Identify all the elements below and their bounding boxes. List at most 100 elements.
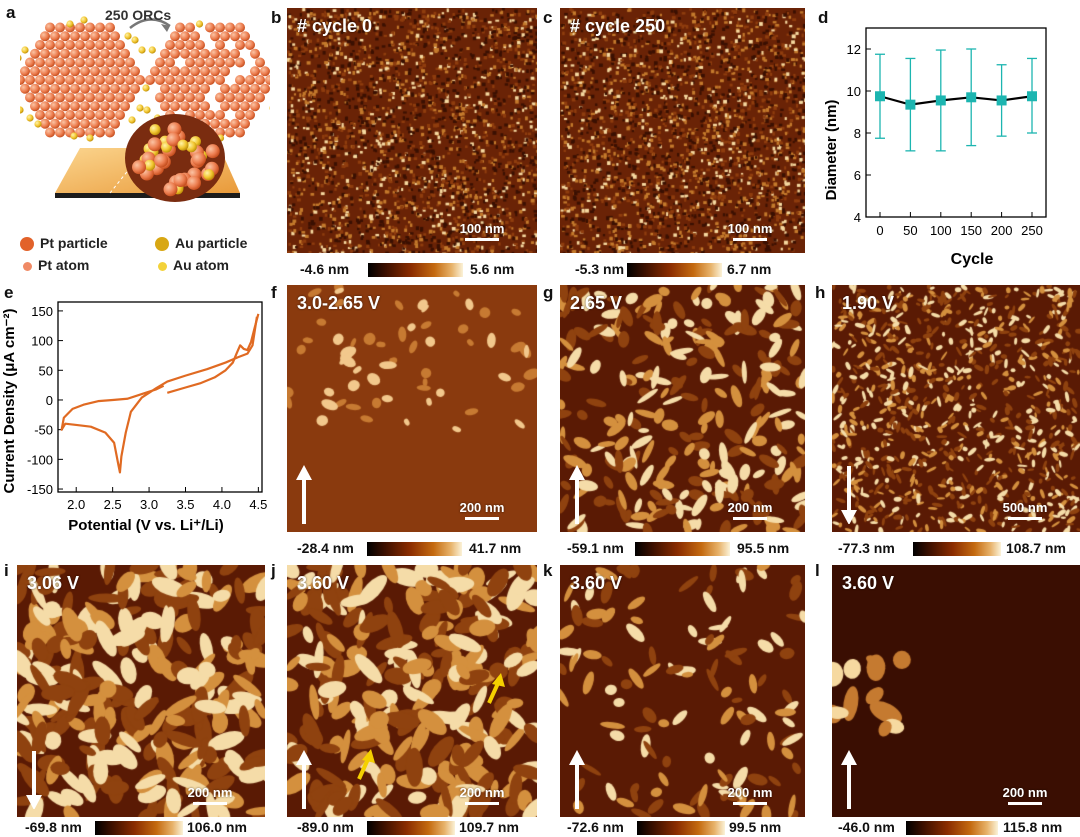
pt-atom — [160, 48, 170, 59]
pt-atom — [110, 83, 120, 94]
au-atom — [20, 106, 24, 114]
pt-atom — [245, 40, 255, 50]
afm-image-k: 3.60 V 200 nm — [560, 565, 805, 817]
scale-bar: 500 nm — [990, 500, 1060, 520]
pt-atom — [190, 31, 200, 42]
pt-atom — [195, 92, 205, 103]
pt-atom — [40, 83, 50, 94]
pt-atom — [190, 101, 200, 112]
pt-atom — [190, 83, 200, 94]
pt-atom — [220, 83, 230, 94]
pt-atom — [90, 48, 100, 59]
pt-atom — [255, 92, 265, 103]
pt-atom — [90, 31, 100, 42]
pt-atom — [45, 57, 55, 68]
afm-texture — [560, 285, 805, 532]
pt-atom — [50, 48, 60, 59]
y-tick-label: 100 — [31, 334, 53, 349]
x-tick-label: 3.5 — [176, 497, 194, 512]
au-atom — [142, 84, 150, 92]
pt-atom — [125, 57, 135, 68]
au-particle-icon — [155, 237, 169, 252]
pt-atom — [220, 101, 230, 112]
au-atom — [80, 16, 88, 24]
pt-atom — [165, 40, 175, 50]
x-tick-label: 4.0 — [213, 497, 231, 512]
pt-atom — [85, 40, 95, 50]
pt-atom — [105, 127, 115, 138]
colorbar-gradient — [368, 263, 463, 277]
pt-atom — [225, 127, 235, 138]
pt-atom — [60, 66, 70, 77]
pt-atom — [80, 101, 90, 112]
afm-image-i: 3.06 V 200 nm — [17, 565, 265, 817]
pt-atom — [170, 48, 180, 59]
pt-atom — [215, 57, 225, 68]
pt-atom — [50, 31, 60, 42]
pt-atom — [70, 83, 80, 94]
pt-atom — [190, 48, 200, 59]
pt-atom — [260, 83, 270, 94]
y-tick-label: 50 — [39, 363, 53, 378]
pt-atom — [60, 101, 70, 112]
pt-atom — [185, 75, 195, 85]
pt-atom — [240, 83, 250, 94]
pt-atom — [35, 40, 45, 50]
pt-atom — [80, 118, 90, 129]
au-atom — [131, 36, 139, 44]
colorbar-gradient — [367, 821, 455, 835]
pt-atom — [120, 66, 130, 77]
colorbar-b: -4.6 nm 5.6 nm — [300, 261, 540, 278]
pt-atom — [55, 110, 65, 120]
cv-curve — [166, 313, 260, 394]
panel-a-schematic: 250 ORCs — [20, 8, 270, 202]
pt-atom — [45, 22, 55, 33]
pt-atom — [45, 127, 55, 138]
y-tick-label: 0 — [46, 393, 53, 408]
y-tick-label: -100 — [27, 452, 53, 467]
arrow-up-icon — [569, 750, 585, 809]
pt-atom — [75, 40, 85, 50]
scale-bar-line — [733, 238, 767, 241]
afm-texture — [17, 565, 265, 817]
y-axis-label: Current Density (μA cm⁻²) — [1, 309, 18, 494]
pt-atom — [215, 75, 225, 85]
colorbar-min: -59.1 nm — [567, 540, 624, 556]
legend-au-particle: Au particle — [155, 235, 247, 252]
pt-atom — [60, 48, 70, 59]
arrow-up-icon — [841, 750, 857, 809]
scale-bar: 200 nm — [447, 785, 517, 805]
x-tick-label: 200 — [991, 223, 1013, 238]
colorbar-i: -69.8 nm 106.0 nm — [25, 819, 275, 836]
pt-atom — [225, 57, 235, 68]
colorbar-max: 109.7 nm — [459, 819, 519, 835]
scale-bar-label: 100 nm — [727, 221, 773, 236]
pt-atom — [75, 22, 85, 33]
pt-atom — [210, 118, 220, 129]
pt-atom — [95, 92, 105, 103]
pt-atom — [230, 101, 240, 112]
panel-letter-i: i — [4, 561, 9, 580]
pt-atom — [230, 31, 240, 42]
scale-bar-line — [465, 802, 499, 805]
colorbar-c: -5.3 nm 6.7 nm — [575, 261, 815, 278]
pt-particle — [173, 173, 188, 188]
pt-particle — [163, 182, 178, 197]
panel-letter-c: c — [543, 8, 553, 27]
panel-letter-f: f — [271, 283, 277, 302]
pt-atom — [220, 31, 230, 42]
y-tick-label: 4 — [854, 210, 861, 225]
pt-atom — [75, 127, 85, 138]
afm-texture — [287, 8, 537, 253]
colorbar-max: 99.5 nm — [729, 819, 782, 835]
au-particle — [185, 141, 197, 153]
pt-atom — [90, 101, 100, 112]
afm-image-j: 3.60 V 200 nm — [287, 565, 537, 817]
y-tick-label: -150 — [27, 482, 53, 497]
pt-atom — [155, 75, 165, 85]
pt-atom — [20, 66, 30, 77]
colorbar-max: 95.5 nm — [737, 540, 790, 556]
pt-atom — [115, 75, 125, 85]
pt-atom — [55, 75, 65, 85]
colorbar-min: -89.0 nm — [297, 819, 354, 835]
